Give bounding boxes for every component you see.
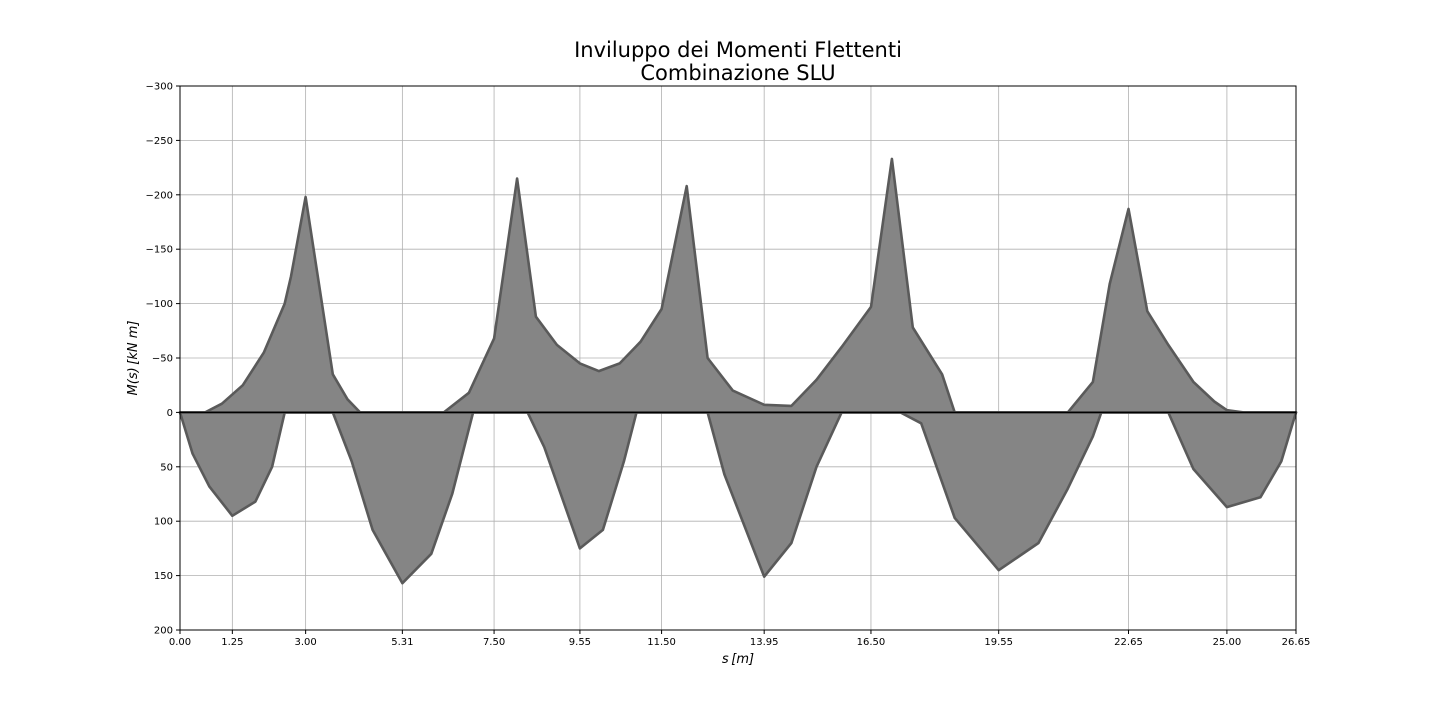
y-tick-label: 150 xyxy=(154,571,173,582)
y-tick-label: 50 xyxy=(160,462,173,473)
x-tick-label: 19.55 xyxy=(984,637,1013,648)
chart-title-line-1: Inviluppo dei Momenti Flettenti xyxy=(574,38,902,62)
y-axis-ticks: −300 −250 −200 −150 −100 −50 0 50 100 150 200 xyxy=(146,82,180,637)
x-tick-label: 1.25 xyxy=(221,637,243,648)
x-tick-label: 11.50 xyxy=(647,637,676,648)
x-tick-label: 3.00 xyxy=(294,637,316,648)
y-axis-label: M(s) [kN m] xyxy=(126,321,141,396)
y-tick-label: 100 xyxy=(154,517,173,528)
x-tick-label: 5.31 xyxy=(391,637,413,648)
y-tick-label: −100 xyxy=(146,299,173,310)
y-tick-label: −150 xyxy=(146,245,173,256)
negative-moment-envelope-area xyxy=(178,157,1298,414)
x-tick-label: 13.95 xyxy=(750,637,779,648)
y-tick-label: −200 xyxy=(146,190,173,201)
y-tick-label: −50 xyxy=(152,354,173,365)
y-tick-label: 200 xyxy=(154,626,173,637)
x-axis-label: s [m] xyxy=(722,652,754,667)
y-tick-label: −300 xyxy=(146,82,173,93)
x-axis-ticks: 0.00 1.25 3.00 5.31 7.50 9.55 11.50 13.95 16.50 1… xyxy=(169,630,1310,648)
x-tick-label: 16.50 xyxy=(857,637,886,648)
x-tick-label: 22.65 xyxy=(1114,637,1143,648)
x-tick-label: 7.50 xyxy=(483,637,505,648)
x-tick-label: 0.00 xyxy=(169,637,191,648)
x-tick-label: 9.55 xyxy=(569,637,591,648)
x-tick-label: 26.65 xyxy=(1282,637,1311,648)
y-tick-label: −250 xyxy=(146,136,173,147)
y-tick-label: 0 xyxy=(167,408,173,419)
x-tick-label: 25.00 xyxy=(1213,637,1242,648)
chart-title-line-2: Combinazione SLU xyxy=(640,61,835,85)
